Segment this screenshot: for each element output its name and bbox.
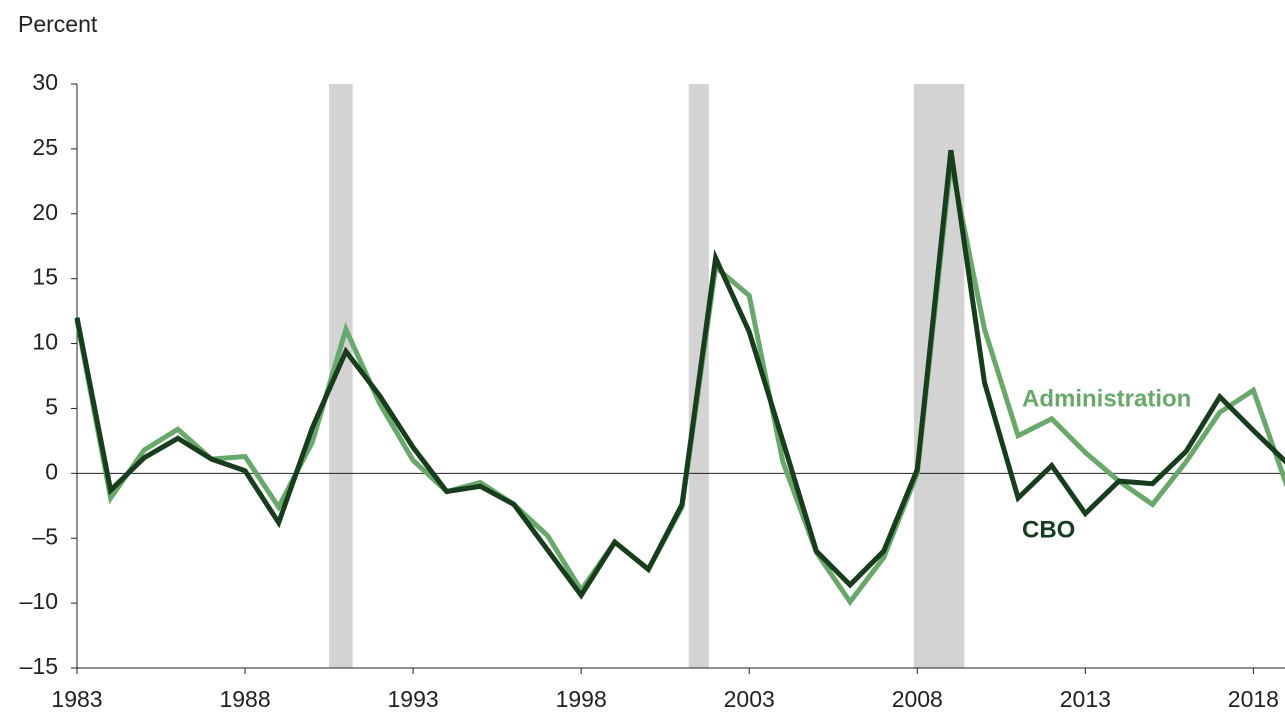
x-tick-label: 2003 [724, 686, 775, 712]
recession-band [329, 84, 353, 668]
y-tick-label: –15 [20, 653, 58, 679]
x-tick-label: 1988 [219, 686, 270, 712]
y-tick-label: 15 [32, 264, 58, 290]
y-tick-label: –5 [32, 523, 58, 549]
recession-band [913, 84, 965, 668]
y-tick-label: –10 [20, 588, 58, 614]
series-label: CBO [1022, 516, 1075, 543]
x-tick-label: 2013 [1060, 686, 1111, 712]
y-axis-label: Percent [18, 11, 98, 37]
x-tick-label: 1998 [556, 686, 607, 712]
series-label: Administration [1022, 385, 1191, 412]
series-line [74, 149, 1285, 600]
x-tick-label: 1983 [51, 686, 102, 712]
y-tick-label: 25 [32, 134, 58, 160]
y-tick-label: 0 [45, 458, 58, 484]
series-line [74, 161, 1285, 607]
x-tick-label: 2018 [1228, 686, 1279, 712]
y-tick-label: 5 [45, 394, 58, 420]
y-tick-label: 30 [32, 69, 58, 95]
x-tick-label: 2008 [892, 686, 943, 712]
y-tick-label: 20 [32, 199, 58, 225]
x-tick-label: 1993 [388, 686, 439, 712]
y-tick-label: 10 [32, 329, 58, 355]
